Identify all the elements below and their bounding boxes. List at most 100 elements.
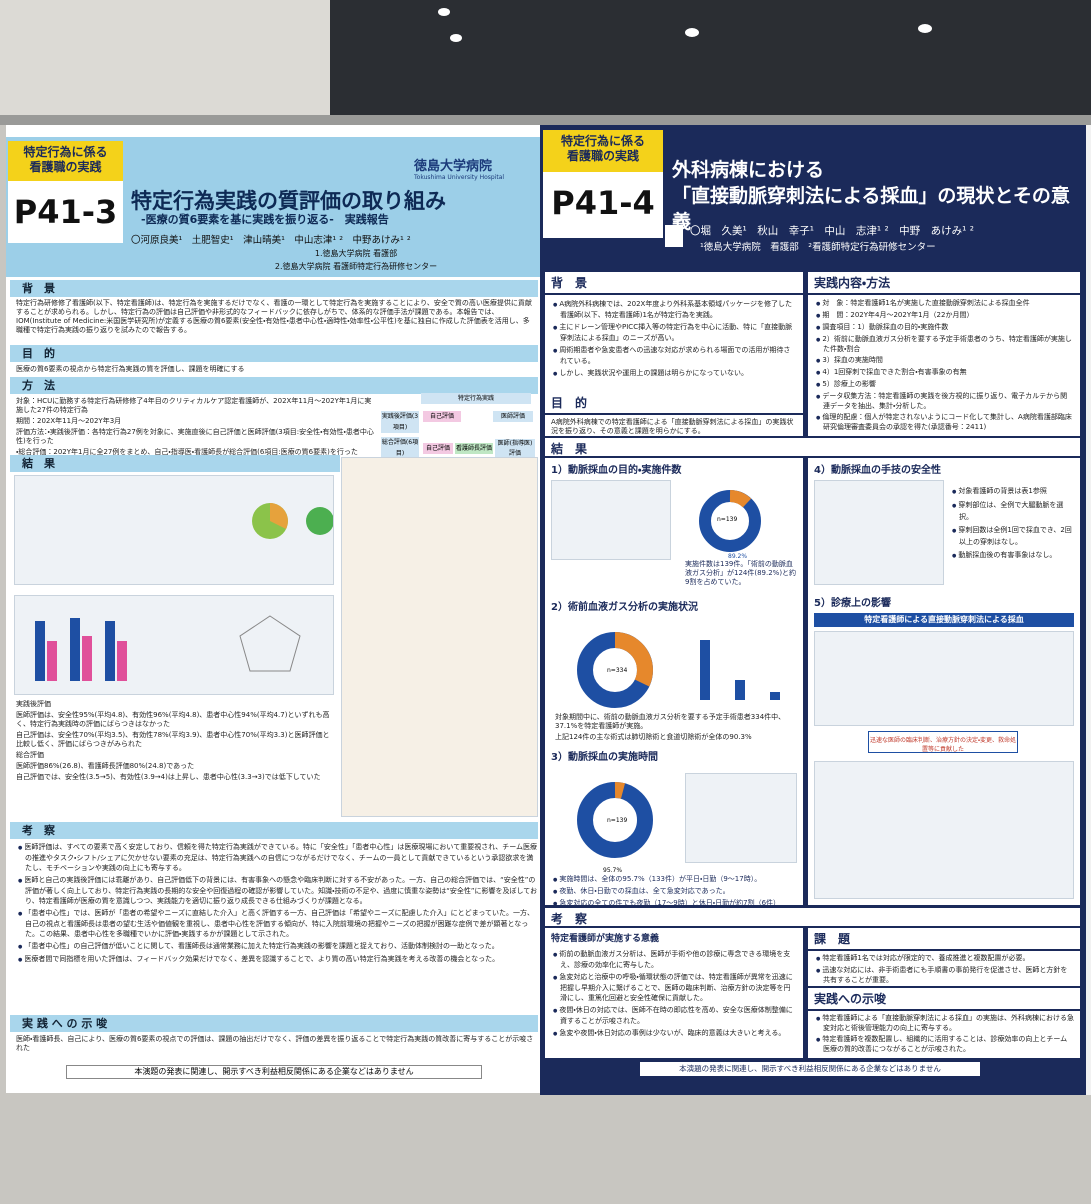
section-heading: 考 察 [10,822,538,839]
subsection-heading: 4）動脈採血の手技の安全性 [814,465,941,476]
footer: 本演題の発表に関連し、開示すべき利益相反関係にある企業などはありません [640,1062,980,1076]
ceiling-dark [330,0,1091,118]
section-heading: 考 察 [551,912,588,926]
figure [685,773,797,863]
subsection-heading: 3）動脈採血の実施時間 [551,752,658,763]
bar-graphic [700,640,780,700]
chart-label: n=139 [607,817,628,824]
chart-label: n=139 [717,516,738,523]
list-item: 急変や夜間・休日対応の事例は少ないが、臨床的意義は大きいと考える。 [551,1028,797,1039]
issues-list: 特定看護師1名では対応が限定的で、養成推進と複数配置が必要。迅速な対応には、非手… [808,951,1080,986]
list-item: 穿刺部位は、全例で大腿動脈を選択。 [950,500,1075,523]
list-item: 医師評価86%(26.8)、看護師長評価80%(24.8)であった [16,762,195,770]
logo-name: 徳島大学病院 [414,159,493,174]
paragraph: 医師・看護師長、自己により、医療の質6要素の視点での評価は、課題の抽出だけでなく… [16,1035,534,1052]
list-item: データ収集方法：特定看護師の実践を後方視的に振り返り、電子カルテから関連データを… [814,392,1074,411]
list-item: 夜勤、休日・日勤での採血は、全て急変対応であった。 [551,887,799,897]
list-item: 医療者間で同指標を用いた評価は、フィードバック効果だけでなく、差異を認識すること… [16,954,538,965]
box: 5）診療上の影響 特定看護師による直接動脈穿刺法による採血 迅速な医師の臨床判断… [808,591,1080,905]
subsection-heading: 5）診療上の影響 [814,598,891,609]
list-item: 期 間：202Y年4月～202Y年1月（22か月間） [814,311,1074,321]
subsection-heading: 2）術前血液ガス分析の実施状況 [551,602,698,613]
list-item: 迅速な対応には、非手術患者にも手順書の事前発行を促進させ、医師と方針を共有するこ… [814,966,1074,985]
poster-number: P41-4 [543,172,663,238]
paragraph: A病院外科病棟での特定看護師による「直接動脈穿刺法による採血」の実践状況を振り返… [551,418,794,435]
box: 課 題 特定看護師1名では対応が限定的で、養成推進と複数配置が必要。迅速な対応に… [808,928,1080,986]
list-item: 穿刺回数は全例1回で採血でき、2回以上の穿刺はなし。 [950,525,1075,548]
section-heading: 背 景 [545,272,803,295]
box: 実践内容・方法 対 象：特定看護師1名が実施した直接動脈穿刺法による採血全件期 … [808,272,1080,436]
figure [14,475,334,585]
affiliations: 1.徳島大学病院 看護部 2.徳島大学病院 看護師特定行為研修センター [206,247,506,273]
affiliation: ¹徳島大学病院 看護部 ²看護師特定行為研修センター [700,242,936,253]
list-item: ・総合評価：202Y年1月に全27例をまとめ、自己・指導医・看護師長が総合評価(… [16,448,358,456]
box: 目 的 A病院外科病棟での特定看護師による「直接動脈穿刺法による採血」の実践状況… [545,392,803,436]
logo-english: Tokushima University Hospital [414,174,505,181]
table [814,480,944,585]
paragraph: 特定行為研修修了看護師(以下、特定看護師)は、特定行為を実施するだけでなく、看護… [16,299,532,334]
light [685,28,699,37]
implication-list: 特定看護師による「直接動脈穿刺法による採血」の実施は、外科病棟における急変対応と… [808,1011,1080,1058]
list-item: 調査項目：1）動脈採血の目的・実施件数 [814,323,1074,333]
list-item: 「患者中心性」では、医師が「患者の希望やニーズに直結した介入」と高く評価する一方… [16,908,538,939]
method-list: 対象：HCUに勤務する特定行為研修修了4年目のクリティカルケア認定看護師が、20… [16,397,376,457]
donut [577,782,653,858]
section-heading: 結 果 [551,442,588,456]
logo: 徳島大学病院 Tokushima University Hospital [414,155,539,183]
list-item: 急変対応の全ての件でも夜勤（17～9時）と休日・日勤が約7割（6件） [551,899,799,905]
results-table [341,457,538,817]
list-item: 術前の動脈血液ガス分析は、医師が手術や他の診療に専念できる環境を支え、診療の効率… [551,949,797,970]
list-item: 対象：HCUに勤務する特定行為研修修了4年目のクリティカルケア認定看護師が、20… [16,397,372,414]
list-item: 特定看護師1名では対応が限定的で、養成推進と複数配置が必要。 [814,954,1074,964]
donut [699,490,761,552]
discussion-list: 術前の動脈血液ガス分析は、医師が手術や他の診療に専念できる環境を支え、診療の効率… [545,947,803,1043]
box: 背 景 A病院外科病棟では、202X年度より外科系基本領域パッケージを修了した看… [545,272,803,392]
list-item: 4）1回穿刺で採血できた割合・有害事象の有無 [814,368,1074,378]
method-list: 対 象：特定看護師1名が実施した直接動脈穿刺法による採血全件期 間：202Y年4… [808,295,1080,436]
light [918,24,932,33]
paragraph: 実施件数は139件。「術前の動脈血液ガス分析」が124件(89.2%)と約9割を… [685,560,797,586]
discussion-list: 医師評価は、すべての要素で高く安定しており、信頼を得た特定行為実践ができている。… [16,842,538,1012]
list-item: 倫理的配慮：個人が特定されないようにコード化して集計し、A病院看護部臨床研究倫理… [814,413,1074,432]
table [814,761,1074,899]
list-item: 急変対応と治療中の呼吸・循環状態の評価では、特定看護師が異常を迅速に把握し早期介… [551,972,797,1003]
authors: 〇河原良美¹ 土肥智史¹ 津山晴美¹ 中山志津¹ ² 中野あけみ¹ ² [131,235,411,246]
list-item: 周術期患者や急変患者への迅速な対応が求められる場面での活用が期待されている。 [551,345,797,366]
title-line: 外科病棟における [672,159,825,181]
paragraph: 医療の質6要素の視点から特定行為実践の質を評価し、課題を明確にする [16,365,245,373]
affiliation: 1.徳島大学病院 看護部 [314,249,398,258]
light [450,34,462,42]
badge-line: 特定行為に係る [23,145,108,159]
light [438,8,450,16]
paragraph-list: 対象期間中に、術前の動脈血液ガス分析を要する予定手術患者334件中、37.1%を… [555,713,797,744]
footer: 本演題の発表に関連し、開示すべき利益相反関係にある企業などはありません [66,1065,482,1079]
poster-rail [0,115,1091,125]
badge: 特定行為に係る 看護職の実践 [543,130,663,172]
subtitle: -医療の質6要素を基に実践を振り返る- 実践報告 [141,213,389,226]
background-list: A病院外科病棟では、202X年度より外科系基本領域パッケージを修了した看護師(以… [545,295,803,385]
box: 2）術前血液ガス分析の実施状況 n=334 対象期間中に、術前の動脈血液ガス分析… [545,595,803,745]
subsection-heading: 特定看護師が実施する意義 [551,934,660,944]
poster-number: P41-3 [8,181,123,243]
list-item: 特定看護師を複数配置し、組織的に活用することは、診療効率の向上とチーム医療の質的… [814,1035,1074,1054]
list-item: 対象看護師の背景は表1参照 [950,486,1075,498]
adjacent-poster [1086,125,1091,1095]
list-item: 対象期間中に、術前の動脈血液ガス分析を要する予定手術患者334件中、37.1%を… [555,713,786,730]
section-heading: 実践内容・方法 [808,272,1080,295]
list-item: 主にドレーン管理やPICC挿入等の特定行為を中心に活動、特に「直接動脈穿刺法によ… [551,322,797,343]
list-item: 総合評価 [16,751,44,759]
list-item: しかし、実践状況や運用上の課題は明らかになっていない。 [551,368,797,379]
affiliation: 2.徳島大学病院 看護師特定行為研修センター [274,262,438,271]
list-item: 特定看護師による「直接動脈穿刺法による採血」の実施は、外科病棟における急変対応と… [814,1014,1074,1033]
list-item: 医師評価は、安全性95%(平均4.8)、有効性96%(平均4.8)、患者中心性9… [16,711,330,728]
box: 考 察 [545,908,1080,926]
box: 1）動脈採血の目的・実施件数 n=139 89.2% 実施件数は139件。「術前… [545,458,803,595]
list-item: 期間：202X年11月～202Y年3月 [16,417,122,425]
badge-line: 看護職の実践 [566,149,639,163]
diagram [814,631,1074,726]
figure-graphics [252,503,333,539]
section-heading: 背 景 [10,280,538,297]
diagram-box: 総合評価(6項目) [381,437,419,459]
poster-right: 特定行為に係る 看護職の実践 P41-4 外科病棟における 「直接動脈穿刺法による採… [540,125,1086,1095]
section-heading: 方 法 [10,377,538,394]
